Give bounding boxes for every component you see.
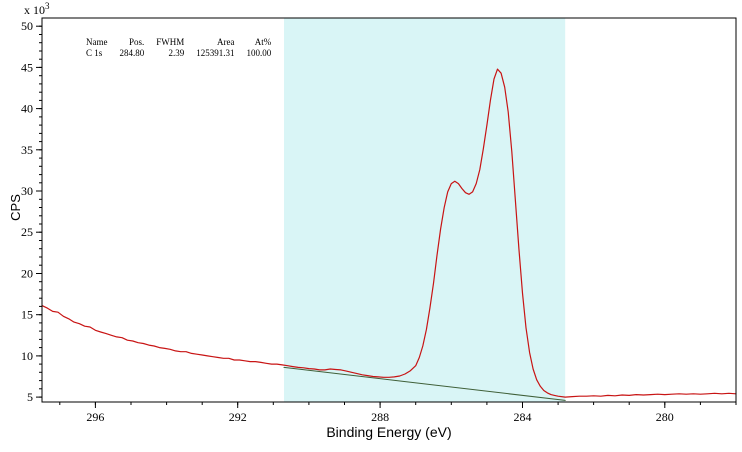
y-tick-label: 35 [21, 143, 33, 157]
peak-table-header-row: Name Pos. FWHM Area At% [80, 37, 277, 48]
y-tick-label: 10 [21, 349, 33, 363]
peak-table-row: C 1s 284.80 2.39 125391.31 100.00 [80, 48, 277, 58]
y-tick-label: 15 [21, 308, 33, 322]
spectrum-line [41, 68, 737, 398]
x-axis-ticks [59, 402, 737, 408]
peak-pos-cell: 284.80 [119, 48, 145, 58]
peak-fwhm-cell: 2.39 [168, 48, 185, 58]
peak-name-cell: C 1s [86, 48, 103, 58]
x-tick-label: 284 [514, 410, 532, 424]
peak-area-cell: 125391.31 [196, 48, 235, 58]
y-tick-label: 45 [21, 60, 33, 74]
y-tick-label: 50 [21, 19, 33, 33]
peak-table: Name Pos. FWHM Area At% C 1s 284.80 2.39… [80, 37, 277, 58]
y-tick-label: 5 [27, 390, 33, 404]
background-line [283, 366, 566, 401]
x-axis-title: Binding Energy (eV) [326, 424, 452, 440]
x-tick-label: 288 [371, 410, 389, 424]
y-tick-label: 30 [21, 184, 33, 198]
peak-table-header-name: Name [86, 37, 108, 47]
y-axis-multiplier: x 103 [24, 1, 50, 18]
peak-table-header-area: Area [217, 37, 235, 47]
plot-border [41, 17, 737, 403]
peak-table-header-pos: Pos. [128, 37, 145, 47]
peak-atpct-cell: 100.00 [246, 48, 272, 58]
y-axis-ticks [36, 25, 42, 398]
x-tick-label: 280 [656, 410, 674, 424]
y-tick-label: 40 [21, 102, 33, 116]
x-tick-label: 296 [86, 410, 104, 424]
y-axis-multiplier-text: x 10 [24, 3, 45, 17]
y-tick-label: 25 [21, 225, 33, 239]
highlight-region [284, 18, 566, 402]
peak-table-header-atpct: At% [254, 37, 272, 47]
peak-table-header-fwhm: FWHM [156, 37, 185, 47]
peak-table-grid: Name Pos. FWHM Area At% C 1s 284.80 2.39… [80, 37, 277, 58]
y-axis-multiplier-exponent: 3 [45, 1, 50, 11]
y-tick-label: 20 [21, 267, 33, 281]
x-tick-label: 292 [229, 410, 247, 424]
